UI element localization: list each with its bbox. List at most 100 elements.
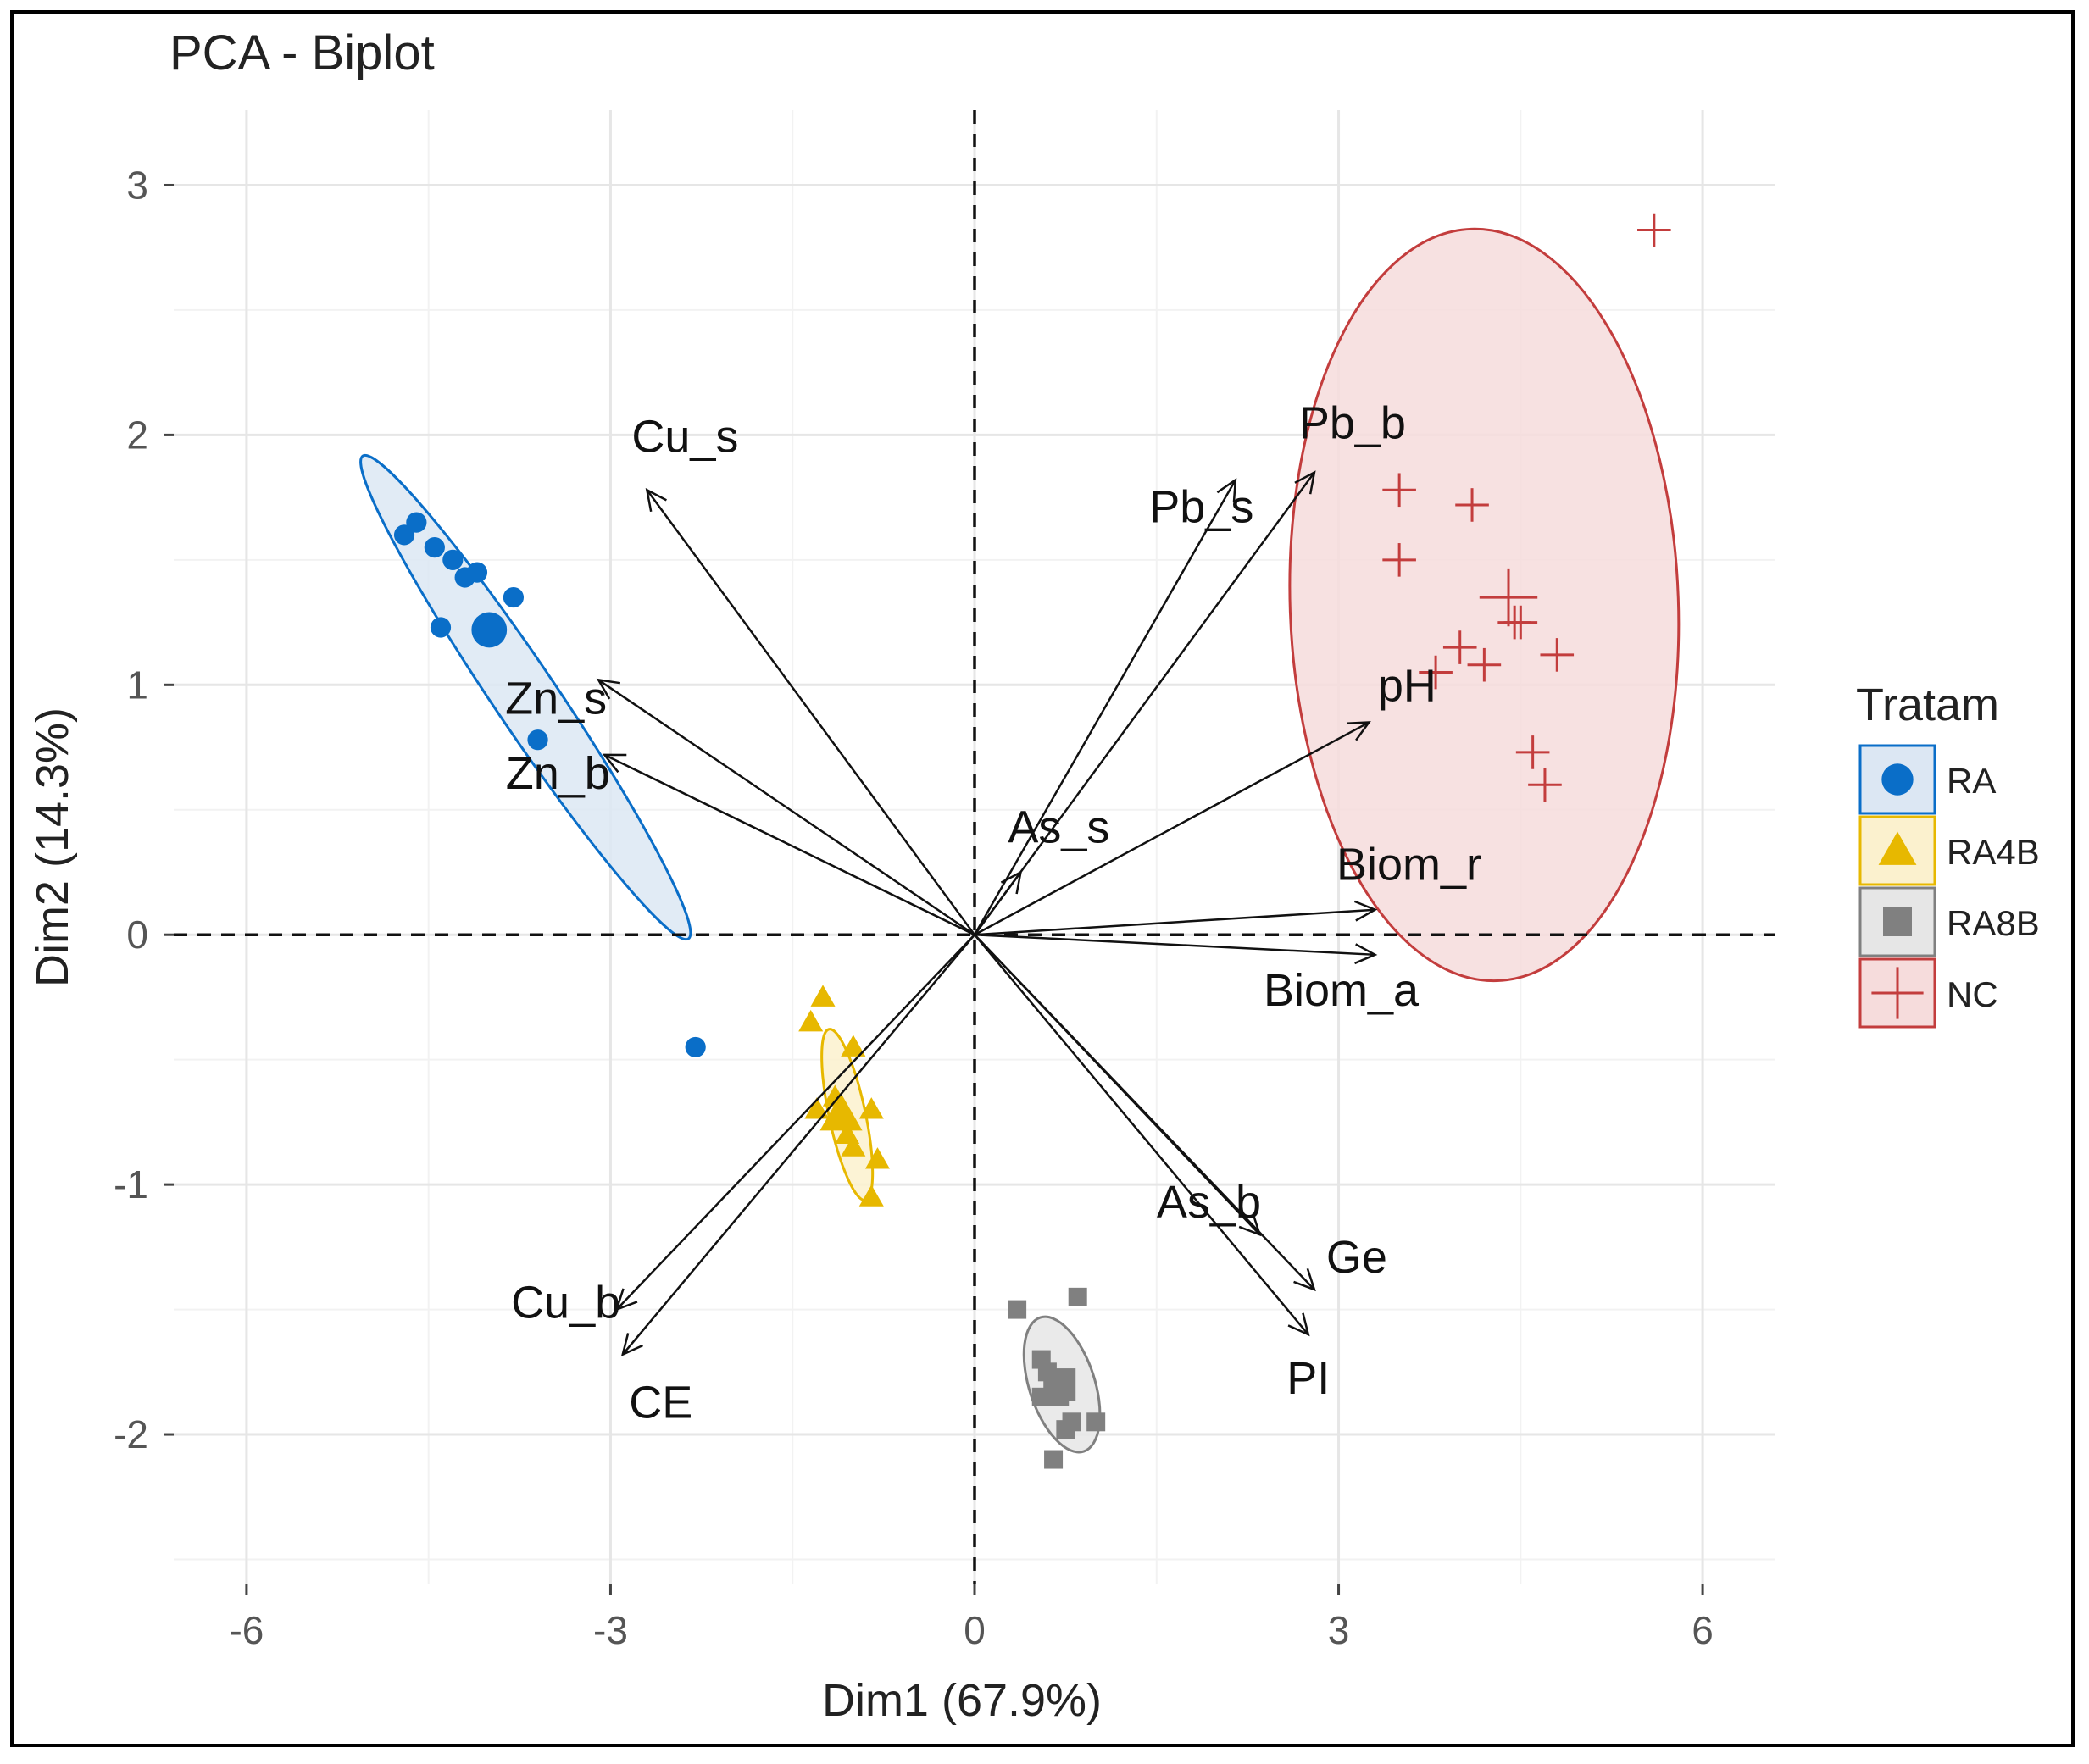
variable-label-zn_b: Zn_b — [506, 748, 610, 799]
data-point-ra4b — [864, 1147, 890, 1169]
y-tick-label: 0 — [126, 913, 148, 957]
y-tick-label: 1 — [126, 663, 148, 707]
x-tick-label: -3 — [593, 1608, 628, 1652]
arrow-head-cu_s — [645, 487, 667, 513]
data-point-nc — [1455, 488, 1489, 522]
data-point-nc — [1540, 638, 1575, 672]
x-tick-label: 3 — [1328, 1608, 1350, 1652]
y-tick-label: -2 — [114, 1412, 148, 1456]
data-point-ra — [685, 1036, 706, 1058]
arrow-shaft-as_s — [973, 871, 1022, 935]
data-point-ra — [424, 537, 445, 558]
chart-title: PCA - Biplot — [169, 25, 435, 80]
arrow-shaft-zn_s — [597, 679, 975, 936]
arrow-head-pb_s — [1216, 477, 1237, 502]
legend-label-nc: NC — [1947, 974, 1998, 1014]
legend-marker-nc — [1871, 967, 1924, 1019]
legend-marker-ra — [1881, 763, 1914, 796]
x-tick-label: 6 — [1692, 1608, 1714, 1652]
data-point-nc — [1528, 768, 1562, 802]
data-point-ra4b — [841, 1134, 866, 1157]
data-point-ra — [442, 549, 464, 570]
data-point-nc — [1382, 473, 1416, 508]
legend-title: Tratam — [1856, 680, 1999, 730]
data-point-ra — [527, 729, 548, 751]
data-point-ra8b — [1044, 1450, 1064, 1469]
y-tick-label: 3 — [126, 163, 148, 207]
arrow-shaft-ce — [621, 934, 975, 1356]
data-point-ra4b — [858, 1184, 884, 1207]
confidence-ellipse-ra — [359, 453, 692, 941]
confidence-ellipse-nc — [1288, 227, 1681, 983]
legend-label-ra: RA — [1947, 761, 1996, 801]
data-point-nc — [1515, 735, 1550, 769]
legend-marker-ra8b — [1883, 907, 1912, 936]
variable-label-as_s: As_s — [1008, 802, 1109, 852]
arrow-shaft-pb_b — [973, 471, 1315, 935]
x-axis-label: Dim1 (67.9%) — [822, 1675, 1102, 1726]
arrow-shaft-cu_b — [615, 934, 975, 1311]
arrow-head-zn_b — [602, 753, 627, 774]
arrow-head-zn_s — [596, 678, 621, 700]
data-point-ra — [503, 586, 525, 608]
data-point-ra4b — [798, 1009, 824, 1032]
y-tick-label: -1 — [114, 1162, 148, 1207]
variable-arrows: Cu_s Zn_s Zn_b Pb_s Pb_b pH As_s Biom_r Biom_a As… — [505, 398, 1481, 1428]
data-point-ra8b — [1056, 1420, 1075, 1439]
y-tick-label: 2 — [126, 413, 148, 457]
variable-label-biom_r: Biom_r — [1336, 840, 1481, 890]
data-point-ra8b — [1068, 1287, 1087, 1306]
data-point-ra4b — [841, 1035, 866, 1057]
y-axis-label: Dim2 (14.3%) — [27, 707, 78, 987]
arrow-shaft-zn_b — [603, 753, 975, 936]
data-point-ra8b — [1008, 1300, 1027, 1319]
x-tick-label: -6 — [229, 1608, 264, 1652]
arrow-head-ce — [620, 1333, 643, 1356]
data-point-ra4b — [858, 1097, 884, 1119]
variable-label-ge: Ge — [1326, 1232, 1387, 1283]
centroid-ra — [471, 612, 508, 648]
point-layer — [393, 213, 1671, 1469]
data-point-nc — [1442, 630, 1477, 664]
arrow-head-cu_b — [614, 1288, 638, 1312]
arrow-head-biom_a — [1354, 943, 1378, 965]
variable-label-zn_s: Zn_s — [505, 673, 607, 724]
variable-label-pb_s: Pb_s — [1149, 481, 1253, 532]
arrow-head-pi — [1287, 1312, 1310, 1337]
data-point-ra8b — [1086, 1412, 1106, 1432]
centroid-ra8b — [1043, 1368, 1076, 1401]
centroid-nc — [1479, 568, 1538, 627]
variable-label-ce: CE — [629, 1378, 692, 1428]
arrow-head-biom_r — [1353, 900, 1378, 922]
data-point-nc — [1419, 655, 1453, 690]
arrow-shaft-biom_r — [974, 908, 1375, 936]
legend-label-ra4b: RA4B — [1947, 832, 2040, 872]
variable-label-pi: PI — [1286, 1353, 1330, 1404]
ellipse-layer — [359, 227, 1681, 1454]
arrow-shaft-pi — [974, 934, 1309, 1335]
data-point-ra — [454, 567, 475, 588]
arrow-head-pb_b — [1294, 470, 1316, 495]
data-point-ra4b — [804, 1097, 830, 1119]
axis-layer: -6 -3 0 3 6 -2 -1 0 1 2 3 — [114, 163, 1714, 1652]
x-tick-label: 0 — [964, 1608, 986, 1652]
legend-marker-ra4b — [1878, 831, 1917, 865]
variable-label-biom_a: Biom_a — [1264, 965, 1420, 1016]
data-point-ra — [430, 617, 452, 638]
variable-label-as_b: As_b — [1157, 1177, 1261, 1228]
arrow-head-ge — [1293, 1268, 1316, 1292]
arrow-shaft-biom_a — [974, 933, 1375, 957]
data-point-nc — [1467, 647, 1502, 682]
arrow-head-ph — [1347, 721, 1371, 741]
arrow-shaft-cu_s — [646, 489, 976, 935]
arrow-shaft-pb_s — [973, 479, 1236, 935]
variable-label-cu_b: Cu_b — [511, 1278, 620, 1329]
data-point-ra4b — [810, 985, 836, 1007]
data-point-ra — [393, 524, 415, 546]
variable-label-pb_b: Pb_b — [1299, 398, 1406, 449]
legend: Tratam RA RA4B RA8B NC — [1856, 680, 2040, 1029]
reference-lines — [174, 110, 1775, 1584]
data-point-nc — [1637, 213, 1671, 247]
arrow-shaft-ph — [974, 721, 1370, 936]
